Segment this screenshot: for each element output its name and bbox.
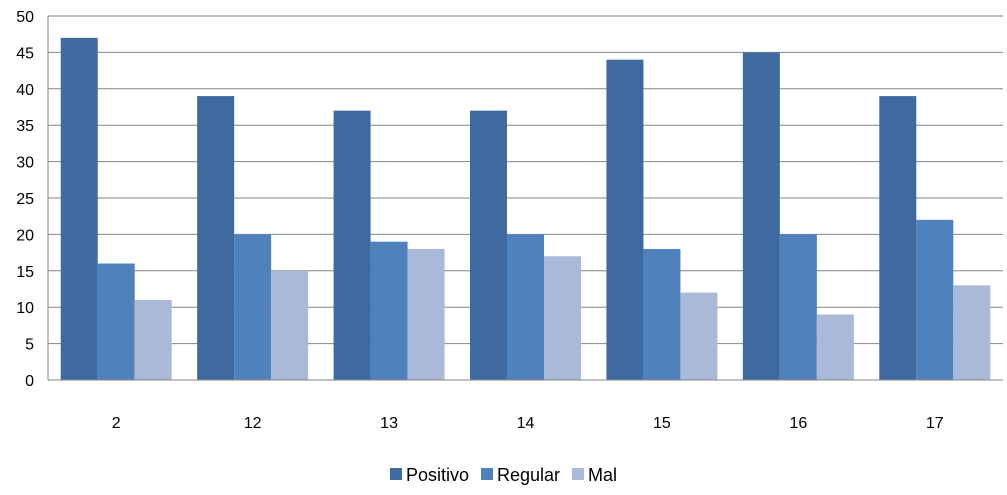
legend-label-positivo: Positivo [406, 465, 469, 485]
bar-mal-15 [680, 292, 718, 380]
x-tick-label: 14 [517, 415, 535, 432]
bar-regular-16 [779, 234, 817, 380]
legend-swatch-positivo [389, 468, 402, 480]
x-tick-label: 13 [380, 415, 398, 432]
bar-positivo-16 [742, 52, 780, 381]
y-tick-label: 50 [16, 9, 34, 26]
bar-mal-17 [953, 285, 991, 380]
bar-positivo-15 [606, 59, 644, 381]
bar-regular-13 [370, 241, 408, 380]
legend-label-regular: Regular [497, 465, 560, 485]
y-tick-label: 30 [16, 155, 34, 172]
y-tick-label: 45 [16, 45, 34, 62]
bar-mal-16 [816, 314, 854, 380]
x-tick-label: 2 [112, 415, 121, 432]
y-tick-label: 20 [16, 227, 34, 244]
y-tick-label: 15 [16, 264, 34, 281]
y-tick-label: 10 [16, 300, 34, 317]
bar-positivo-2 [60, 37, 98, 381]
y-tick-label: 35 [16, 118, 34, 135]
x-tick-label: 16 [789, 415, 807, 432]
x-tick-label: 15 [653, 415, 671, 432]
bar-positivo-12 [197, 96, 235, 380]
y-tick-label: 40 [16, 82, 34, 99]
legend-label-mal: Mal [588, 465, 617, 485]
x-tick-label: 17 [926, 415, 944, 432]
legend-swatch-regular [480, 468, 493, 480]
bar-positivo-17 [879, 96, 917, 380]
y-tick-label: 0 [25, 373, 34, 390]
y-tick-label: 5 [25, 337, 34, 354]
bar-regular-15 [643, 248, 681, 380]
bar-regular-2 [97, 263, 135, 380]
bar-regular-12 [234, 234, 272, 380]
x-tick-label: 12 [244, 415, 262, 432]
legend: Positivo Regular Mal [389, 465, 617, 485]
y-tick-label: 25 [16, 191, 34, 208]
bar-regular-17 [916, 219, 954, 380]
x-axis-tick-labels: 2 12 13 14 15 16 17 [112, 415, 944, 432]
legend-swatch-mal [572, 468, 585, 480]
bar-mal-2 [134, 299, 172, 380]
bar-mal-12 [271, 270, 309, 380]
bar-positivo-13 [333, 110, 371, 380]
bar-mal-14 [544, 256, 581, 380]
bar-mal-13 [407, 248, 445, 380]
bar-positivo-14 [470, 110, 507, 380]
bars [60, 37, 991, 381]
axes [47, 16, 1003, 381]
bar-regular-14 [507, 234, 544, 380]
y-axis-tick-labels: 0 5 10 15 20 25 30 35 40 45 50 [16, 9, 34, 390]
